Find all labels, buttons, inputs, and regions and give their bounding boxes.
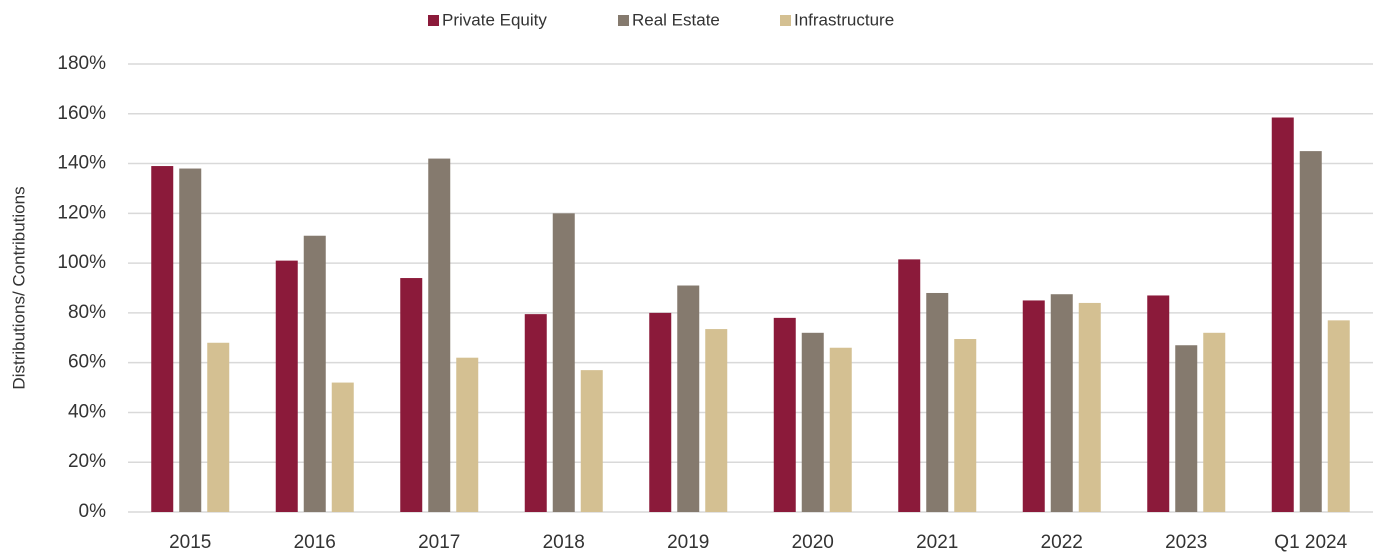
bar: [275, 260, 298, 512]
legend-swatch: [618, 15, 629, 26]
bar: [1175, 345, 1198, 512]
bar: [705, 329, 728, 512]
y-tick-label: 80%: [68, 302, 106, 323]
y-tick-label: 60%: [68, 352, 106, 373]
x-tick-label: 2023: [1165, 532, 1207, 553]
x-tick-label: 2022: [1041, 532, 1083, 553]
x-tick-label: 2018: [543, 532, 585, 553]
y-tick-label: 40%: [68, 401, 106, 422]
bar: [1022, 300, 1045, 512]
bar: [207, 342, 230, 512]
bar: [552, 213, 575, 513]
bar: [1147, 295, 1170, 512]
x-tick-label: 2016: [294, 532, 336, 553]
y-tick-label: 180%: [57, 53, 106, 74]
bar: [400, 278, 423, 512]
bar: [1327, 320, 1350, 512]
bar: [898, 259, 921, 512]
x-tick-label: 2021: [916, 532, 958, 553]
bar: [677, 285, 700, 512]
x-tick-label: 2019: [667, 532, 709, 553]
bar: [580, 370, 603, 512]
legend-swatch: [428, 15, 439, 26]
y-tick-label: 160%: [57, 103, 106, 124]
y-axis-title: Distributions/ Contributions: [9, 186, 28, 389]
x-tick-label: 2017: [418, 532, 460, 553]
bar: [151, 166, 174, 513]
bar: [1050, 294, 1073, 512]
bar: [428, 158, 451, 513]
y-tick-label: 20%: [68, 451, 106, 472]
x-tick-label: Q1 2024: [1274, 532, 1347, 553]
bar: [1271, 117, 1294, 512]
y-tick-label: 100%: [57, 252, 106, 273]
legend-label: Private Equity: [442, 10, 547, 29]
legend-label: Infrastructure: [794, 10, 894, 29]
bar: [524, 314, 547, 512]
bar: [954, 339, 977, 512]
legend-label: Real Estate: [632, 10, 720, 29]
x-tick-label: 2015: [169, 532, 211, 553]
bar: [773, 317, 796, 512]
bar: [1203, 332, 1226, 512]
bar: [926, 292, 949, 512]
bar: [179, 168, 202, 513]
bar: [1078, 302, 1101, 512]
bar: [649, 312, 672, 512]
bar: [801, 332, 824, 512]
y-tick-label: 140%: [57, 153, 106, 174]
bar: [456, 357, 479, 512]
y-tick-label: 0%: [79, 501, 107, 522]
legend: Private Equity Real Estate Infrastructure: [428, 10, 894, 29]
legend-swatch: [780, 15, 791, 26]
y-tick-label: 120%: [57, 202, 106, 223]
bar: [331, 382, 354, 512]
bar: [303, 235, 326, 512]
bar: [829, 347, 852, 512]
x-tick-label: 2020: [792, 532, 834, 553]
bar: [1299, 151, 1322, 512]
